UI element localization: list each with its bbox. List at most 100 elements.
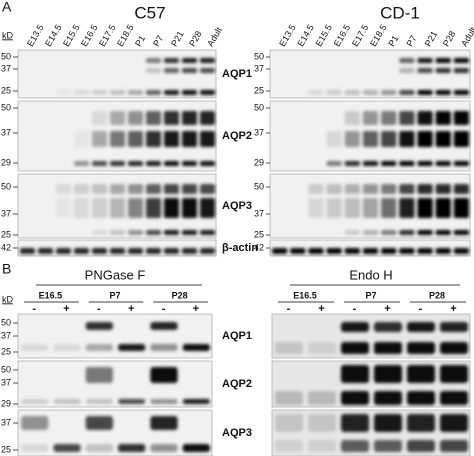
band (182, 248, 197, 254)
band (308, 248, 324, 254)
band (110, 184, 125, 194)
band (374, 342, 402, 354)
mw-marker: 25 (254, 229, 264, 239)
band (164, 68, 179, 73)
band (341, 342, 369, 354)
band (150, 344, 178, 351)
band (92, 184, 107, 194)
band (326, 248, 342, 254)
band (200, 58, 215, 63)
lane-label: P7 (404, 34, 418, 49)
band (21, 399, 49, 404)
blot (17, 409, 213, 456)
band (381, 90, 397, 95)
band (440, 365, 468, 383)
band (118, 444, 146, 452)
band (399, 68, 415, 73)
band (453, 90, 469, 95)
blot (17, 313, 213, 359)
strain-title: CD-1 (380, 3, 420, 22)
mw-marker: 29 (254, 157, 264, 167)
band (308, 342, 336, 354)
band (362, 131, 379, 147)
lane-label: E18.5 (368, 23, 388, 48)
band (399, 90, 415, 95)
band (146, 68, 161, 73)
mw-marker: 50 (1, 51, 11, 61)
strain-title: C57 (134, 3, 165, 22)
band (110, 248, 125, 254)
band (435, 230, 451, 235)
band (200, 90, 215, 95)
band (74, 198, 89, 218)
lane-sign: + (450, 303, 456, 315)
protein-label: AQP1 (222, 68, 252, 80)
band (21, 344, 49, 351)
band (407, 365, 435, 383)
band (435, 184, 451, 194)
band (275, 414, 303, 432)
band (146, 58, 161, 63)
band (146, 230, 161, 235)
lane-label: P28 (441, 29, 458, 48)
band (74, 184, 89, 194)
band (128, 90, 143, 95)
band (275, 440, 303, 452)
band (92, 161, 107, 166)
band (308, 414, 336, 432)
band (56, 184, 71, 194)
band (399, 161, 415, 166)
band (150, 444, 178, 452)
band (85, 444, 113, 452)
mw-marker: 50 (1, 317, 11, 327)
band (182, 131, 197, 147)
protein-label: β-actin (222, 242, 258, 254)
lane-sign: + (193, 303, 199, 315)
group-label: P28 (172, 290, 188, 300)
band (74, 248, 89, 254)
protein-label: AQP1 (222, 330, 252, 342)
lane-label: E16.5 (79, 23, 99, 48)
band (290, 248, 306, 254)
lane-label: E14.5 (295, 23, 315, 48)
lane-label: E13.5 (277, 23, 297, 48)
protein-label: AQP3 (222, 200, 252, 212)
band (146, 184, 161, 194)
band (399, 58, 415, 63)
band (146, 161, 161, 166)
group-label: E16.5 (39, 290, 63, 300)
band (164, 131, 179, 147)
lane-label: E15.5 (61, 23, 81, 48)
band (341, 322, 369, 332)
kd-label: kD (2, 30, 14, 40)
band (128, 198, 143, 218)
band (407, 322, 435, 332)
band (182, 444, 210, 452)
protein-label: AQP2 (222, 130, 252, 142)
bands (275, 365, 468, 405)
lane-label: E17.5 (350, 23, 370, 48)
band (417, 248, 433, 254)
band (362, 184, 379, 194)
lane-label: Adult (205, 25, 224, 48)
band (182, 111, 197, 125)
band (128, 248, 143, 254)
lane-label: Adult (459, 25, 474, 48)
lane-label: E17.5 (97, 23, 117, 48)
band (21, 444, 49, 452)
band (56, 198, 71, 218)
band (56, 90, 71, 95)
band (435, 90, 451, 95)
band (74, 161, 89, 166)
band (200, 111, 215, 125)
band (453, 58, 469, 63)
band (417, 68, 433, 73)
band (362, 248, 379, 254)
mw-marker: 50 (1, 364, 11, 374)
band (435, 198, 451, 218)
band (417, 184, 433, 194)
band (435, 161, 451, 166)
band (200, 131, 215, 147)
band (182, 198, 197, 218)
band (200, 198, 215, 218)
